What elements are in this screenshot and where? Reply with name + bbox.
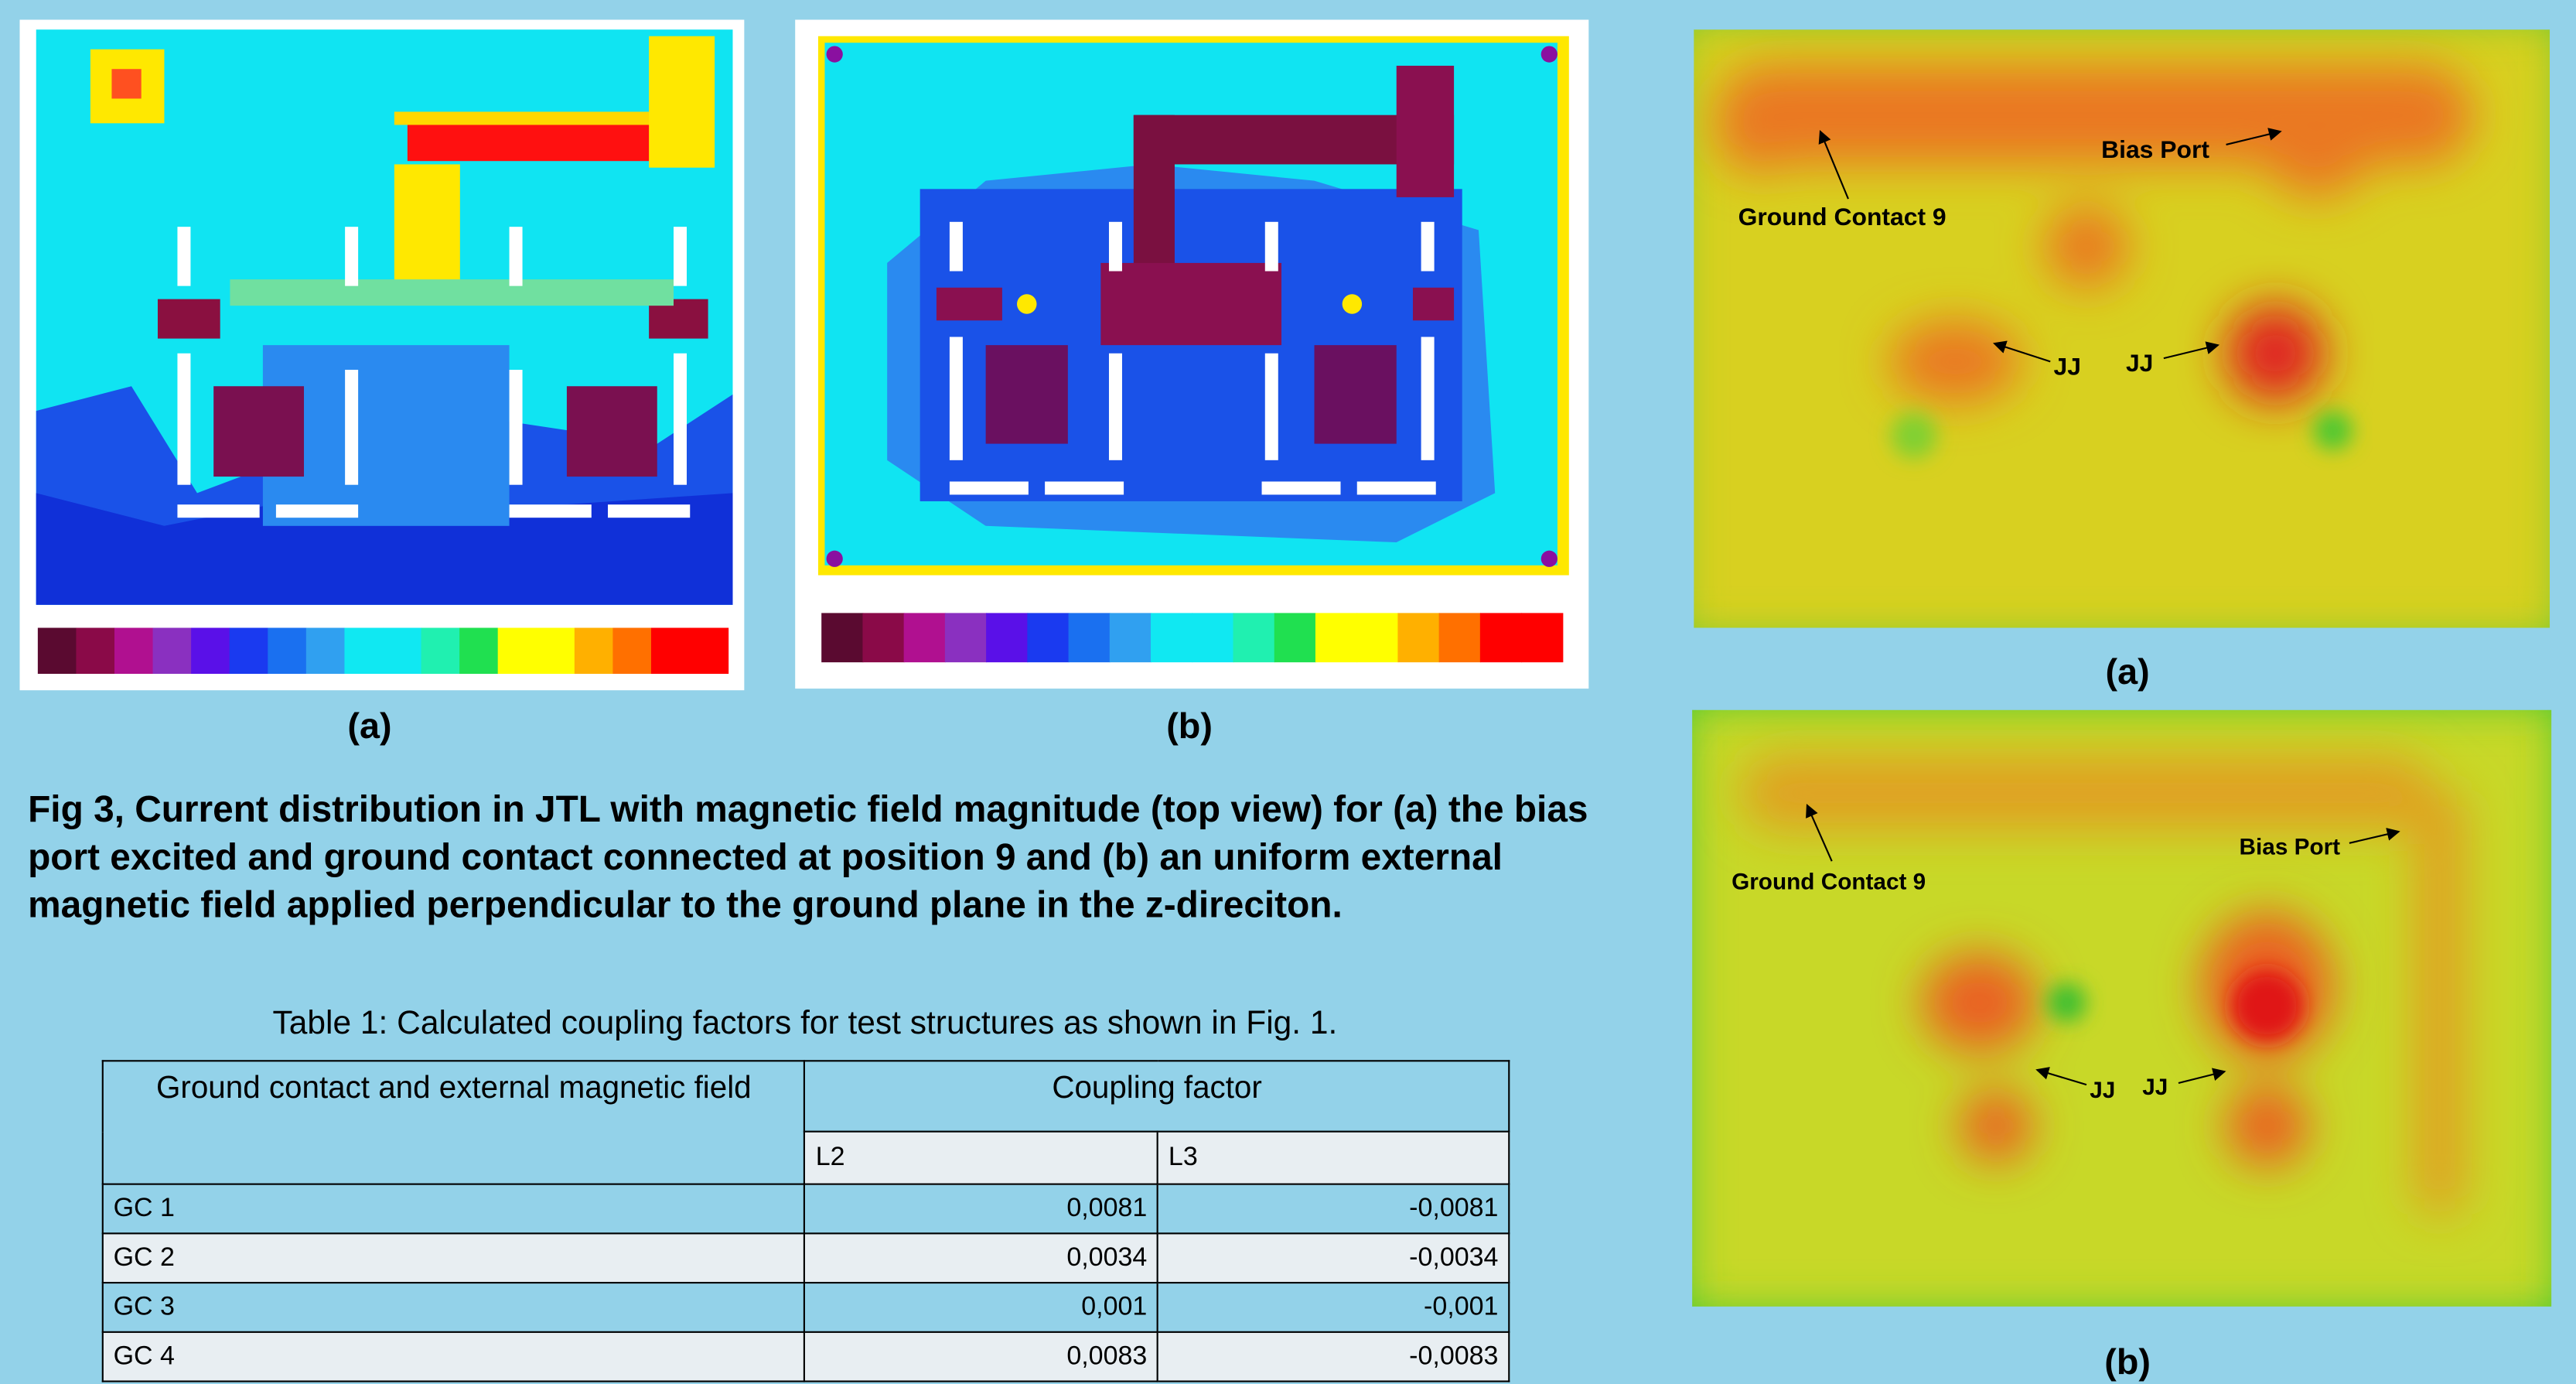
table-cell: GC 2 — [101, 1232, 806, 1284]
colorbar-swatch — [459, 627, 499, 675]
annotations: Ground Contact 9 Bias Port JJ JJ — [1738, 128, 2282, 380]
colorbar-swatch — [944, 613, 988, 663]
table-cell: GC 4 — [101, 1331, 806, 1382]
table: Ground contact and external magnetic fie… — [101, 1060, 1510, 1382]
table-cell: -0,0083 — [1157, 1331, 1510, 1382]
colorbar-swatch — [229, 627, 269, 675]
colorbar-swatch — [1027, 613, 1070, 663]
heatmap — [36, 29, 733, 605]
colorbar-swatch — [305, 627, 346, 675]
figure-label: (b) — [2104, 1341, 2151, 1382]
table-cell: -0,001 — [1157, 1282, 1510, 1333]
colorbar-swatch — [1356, 613, 1399, 663]
colorbar-swatch — [1397, 613, 1440, 663]
annotation: JJ — [2126, 349, 2153, 377]
header-cell: Ground contact and external magnetic fie… — [101, 1060, 806, 1185]
colorbar-swatch — [1315, 613, 1358, 663]
annotations: Ground Contact 9 Bias Port JJ JJ — [1732, 804, 2400, 1103]
colorbar-swatch — [152, 627, 193, 675]
subheader-cell: L3 — [1157, 1130, 1510, 1185]
colorbar — [37, 627, 729, 675]
heatmap — [817, 36, 1569, 576]
table-cell: GC 1 — [101, 1183, 806, 1235]
table-cell: 0,0083 — [804, 1331, 1159, 1382]
colorbar-swatch — [1233, 613, 1275, 663]
table-cell: 0,0034 — [804, 1232, 1159, 1284]
table-cell: 0,0081 — [804, 1183, 1159, 1235]
caption: Fig 3, Current distribution in JTL with … — [28, 788, 1588, 926]
annotation: Ground Contact 9 — [1738, 203, 1947, 231]
annotation: Bias Port — [2101, 135, 2209, 163]
annotation: JJ — [2142, 1075, 2168, 1100]
colorbar-swatch — [1109, 613, 1152, 663]
annotation: JJ — [2090, 1078, 2115, 1103]
annotation: JJ — [2053, 352, 2080, 380]
colorbar-swatch — [612, 627, 653, 675]
table-row: GC 4 0,0083 -0,0083 — [101, 1331, 1510, 1382]
colorbar-swatch — [689, 627, 729, 675]
colorbar-swatch — [268, 627, 307, 675]
table-title: Table 1: Calculated coupling factors for… — [272, 1006, 1338, 1042]
colorbar-swatch — [821, 613, 864, 663]
colorbar-swatch — [1192, 613, 1234, 663]
colorbar-swatch — [862, 613, 905, 663]
colorbar-swatch — [1151, 613, 1193, 663]
colorbar — [821, 613, 1564, 663]
colorbar-swatch — [986, 613, 1029, 663]
colorbar-swatch — [382, 627, 422, 675]
figure-label: (a) — [2106, 651, 2150, 692]
header-row: Ground contact and external magnetic fie… — [101, 1060, 1510, 1185]
colorbar-swatch — [650, 627, 691, 675]
figure-label: (b) — [1166, 706, 1213, 746]
table-cell: GC 3 — [101, 1282, 806, 1333]
heatmap — [1694, 29, 2550, 628]
colorbar-swatch — [1068, 613, 1111, 663]
colorbar-swatch — [114, 627, 154, 675]
annotation: Bias Port — [2240, 835, 2341, 860]
table-cell: -0,0081 — [1157, 1183, 1510, 1235]
table-row: GC 1 0,0081 -0,0081 — [101, 1183, 1510, 1235]
heatmap — [1692, 709, 2552, 1307]
colorbar-swatch — [903, 613, 946, 663]
table-cell: -0,0034 — [1157, 1232, 1510, 1284]
figure-label: (a) — [347, 706, 391, 746]
colorbar-swatch — [1438, 613, 1481, 663]
colorbar-swatch — [1479, 613, 1523, 663]
table-row: GC 2 0,0034 -0,0034 — [101, 1232, 1510, 1284]
table-row: GC 3 0,001 -0,001 — [101, 1282, 1510, 1333]
subheader-cell: L2 — [804, 1130, 1159, 1185]
colorbar-swatch — [497, 627, 537, 675]
annotation: Ground Contact 9 — [1732, 869, 1926, 894]
colorbar-swatch — [536, 627, 575, 675]
colorbar-swatch — [37, 627, 77, 675]
header-cell: Coupling factor — [804, 1060, 1510, 1133]
subheader-row: L2 L3 — [103, 1130, 1510, 1185]
colorbar-swatch — [76, 627, 116, 675]
colorbar-swatch — [574, 627, 614, 675]
colorbar-swatch — [1274, 613, 1316, 663]
table-cell: 0,001 — [804, 1282, 1159, 1333]
colorbar-swatch — [421, 627, 461, 675]
colorbar-swatch — [1521, 613, 1564, 663]
colorbar-swatch — [344, 627, 384, 675]
colorbar-swatch — [191, 627, 230, 675]
